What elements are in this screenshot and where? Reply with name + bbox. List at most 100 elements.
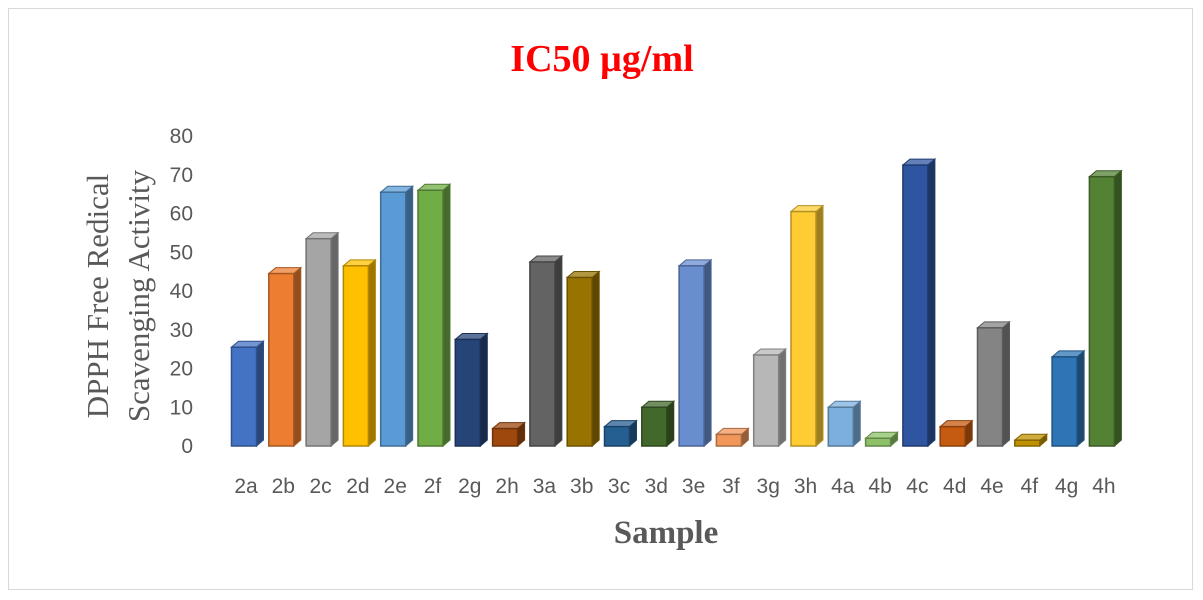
bar-side [442,183,451,448]
x-tick-label: 3e [682,475,705,498]
bar-front [641,406,668,447]
bar-front [1051,356,1078,447]
bar-side [256,340,264,448]
y-tick-label: 60 [170,203,193,226]
bar-2e [379,185,415,448]
y-axis-label-line-2: Scavenging Activity [121,169,156,422]
bar-4d [938,419,974,448]
bar-4c [901,157,937,448]
bar-4g [1050,349,1086,448]
x-tick-label: 4c [906,475,928,498]
bar-front [454,338,482,447]
x-tick-label: 2a [234,475,258,498]
x-tick-label: 2h [495,475,518,498]
bar-front [864,437,892,447]
bar-front [790,210,817,447]
y-tick-label: 20 [170,358,193,381]
bar-front [902,164,929,447]
x-tick-label: 4f [1021,475,1039,498]
y-axis-ticks: 0 10 20 30 40 50 60 70 80 [170,125,193,458]
x-tick-label: 2e [384,475,407,498]
bar-front [268,272,295,447]
x-tick-label: 2d [346,475,369,498]
x-tick-label: 2g [458,475,481,498]
bar-side [330,231,339,448]
bar-front [715,433,743,447]
bar-front [827,406,855,447]
bar-side [1113,169,1122,448]
bar-3b [565,270,601,448]
x-tick-label: 3c [608,475,630,498]
bar-2h [491,421,526,448]
bar-2d [342,258,377,448]
y-tick-label: 70 [170,164,193,187]
bar-side [1076,349,1085,448]
x-tick-label: 3d [645,475,668,498]
y-tick-label: 0 [181,435,193,458]
bar-4f [1013,433,1049,448]
bar-2c [304,231,340,448]
bar-4b [864,431,899,448]
bar-front [1014,439,1041,447]
x-tick-label: 2b [272,475,295,498]
bar-3g [752,347,788,448]
bar-4a [826,400,862,448]
bar-side [367,258,376,448]
x-tick-label: 4b [868,475,891,498]
bars [230,157,1123,448]
bar-side [554,254,563,448]
bar-3e [677,258,713,448]
bar-3f [715,427,750,448]
bar-front [678,265,705,447]
x-tick-label: 3a [533,475,557,498]
x-axis-label: Sample [614,515,719,551]
x-tick-label: 2f [424,475,442,498]
bar-4h [1088,169,1123,448]
x-tick-label: 4h [1092,475,1115,498]
bar-side [852,400,861,448]
bar-3a [528,254,564,448]
bar-front [230,346,258,447]
x-tick-label: 4e [980,475,1003,498]
y-tick-label: 40 [170,280,193,303]
bar-front [976,327,1004,447]
bar-front [417,189,444,447]
bar-side [293,266,302,448]
bar-side [927,157,936,448]
bar-side [591,270,600,448]
chart-title: IC50 µg/ml [510,38,693,80]
bar-front [939,425,966,447]
bar-side [405,185,414,448]
bar-4e [976,320,1011,448]
x-tick-label: 4d [943,475,966,498]
bar-front [342,265,370,447]
y-tick-label: 50 [170,241,193,264]
bar-side [1002,320,1010,448]
bar-3c [603,419,638,448]
chart-frame [8,8,1193,590]
bar-front [491,427,519,447]
bar-3h [789,204,825,448]
bar-front [529,261,556,447]
bar-2a [230,340,265,448]
x-tick-label: 3h [794,475,817,498]
bar-front [752,354,780,447]
bar-side [703,258,712,448]
x-axis-ticks: 2a 2b 2c 2d 2e 2f 2g 2h 3a 3b 3c 3d 3e 3f 3g 3h 4a 4b 4c 4d… [234,475,1115,498]
x-tick-label: 3b [570,475,593,498]
x-tick-label: 4g [1055,475,1078,498]
bar-side [666,400,675,448]
x-tick-label: 3g [757,475,780,498]
bar-side [778,347,787,448]
bar-side [815,204,824,448]
y-tick-label: 80 [170,125,193,148]
x-tick-label: 3f [722,475,740,498]
bar-2f [416,183,452,448]
bar-front [1088,175,1116,447]
bar-front [305,237,332,447]
x-tick-label: 2c [310,475,332,498]
bar-2b [267,266,303,448]
y-tick-label: 30 [170,319,193,342]
bar-2g [453,332,489,448]
